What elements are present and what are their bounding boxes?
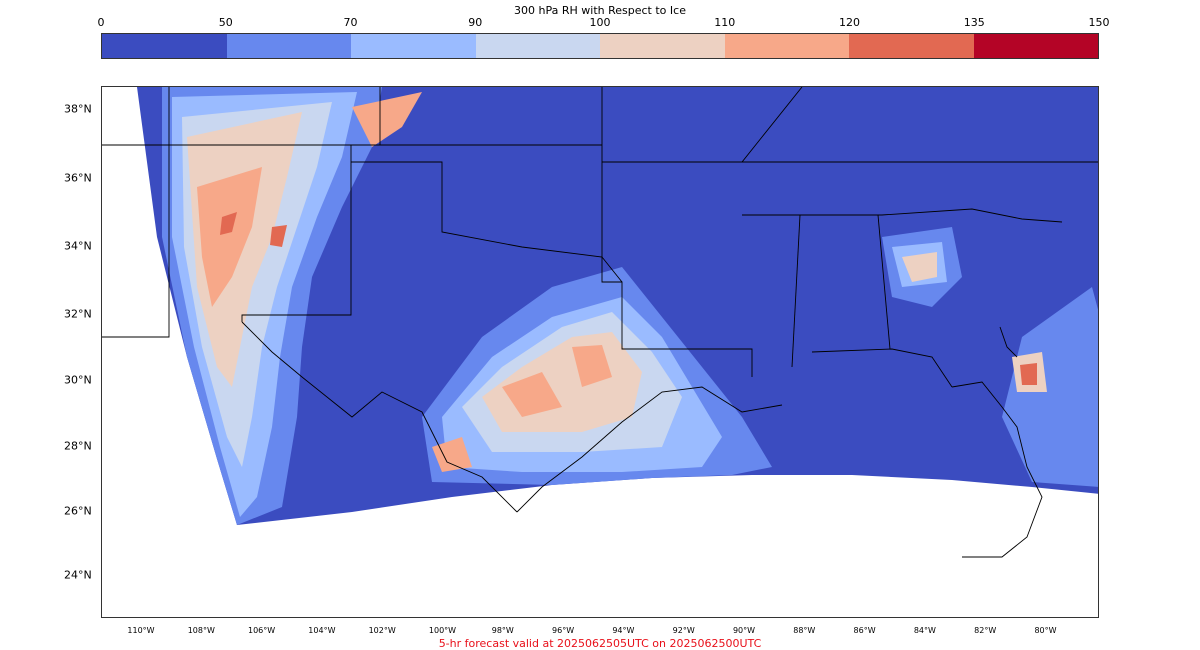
colorbar-tick-label: 90 — [468, 16, 483, 29]
longitude-label: 88°W — [793, 626, 816, 635]
colorbar-tick-label: 0 — [97, 16, 105, 29]
colorbar-tick-label: 50 — [218, 16, 233, 29]
colorbar-segment — [849, 34, 974, 58]
colorbar-segment — [351, 34, 476, 58]
longitude-label: 108°W — [187, 626, 215, 635]
forecast-caption: 5-hr forecast valid at 2025062505UTC on … — [438, 637, 762, 650]
longitude-label: 110°W — [127, 626, 155, 635]
latitude-label: 30°N — [64, 373, 92, 387]
latitude-label: 36°N — [64, 171, 92, 185]
colorbar-segment — [724, 34, 849, 58]
longitude-label: 84°W — [913, 626, 936, 635]
longitude-label: 86°W — [853, 626, 876, 635]
colorbar-tick-label: 100 — [589, 16, 611, 29]
colorbar-tick-label: 110 — [714, 16, 736, 29]
state-borders — [102, 87, 1098, 558]
longitude-label: 92°W — [672, 626, 695, 635]
latitude-label: 28°N — [64, 439, 92, 453]
colorbar-segment — [973, 34, 1098, 58]
longitude-label: 82°W — [974, 626, 997, 635]
longitude-label: 106°W — [248, 626, 276, 635]
longitude-label: 102°W — [368, 626, 396, 635]
latitude-label: 38°N — [64, 102, 92, 116]
colorbar-tick-label: 135 — [963, 16, 985, 29]
latitude-label: 34°N — [64, 239, 92, 253]
colorbar-tick-label: 150 — [1088, 16, 1110, 29]
colorbar-segment — [600, 34, 725, 58]
latitude-label: 32°N — [64, 307, 92, 321]
colorbar-tick-label: 70 — [343, 16, 358, 29]
longitude-label: 104°W — [308, 626, 336, 635]
longitude-label: 98°W — [491, 626, 514, 635]
colorbar-title: 300 hPa RH with Respect to Ice — [514, 4, 686, 17]
longitude-label: 100°W — [428, 626, 457, 635]
longitude-label: 80°W — [1034, 626, 1057, 635]
longitude-label: 96°W — [552, 626, 575, 635]
longitude-label: 94°W — [612, 626, 635, 635]
longitude-label: 90°W — [732, 626, 756, 635]
colorbar — [101, 33, 1099, 59]
colorbar-segment — [226, 34, 351, 58]
colorbar-tick-label: 120 — [839, 16, 860, 29]
colorbar-segment — [102, 34, 227, 58]
rh-contours — [162, 87, 1098, 525]
colorbar-segment — [475, 34, 600, 58]
latitude-label: 24°N — [64, 568, 92, 582]
latitude-label: 26°N — [64, 504, 92, 518]
map-panel[interactable] — [101, 86, 1099, 618]
map-canvas — [102, 87, 1098, 558]
